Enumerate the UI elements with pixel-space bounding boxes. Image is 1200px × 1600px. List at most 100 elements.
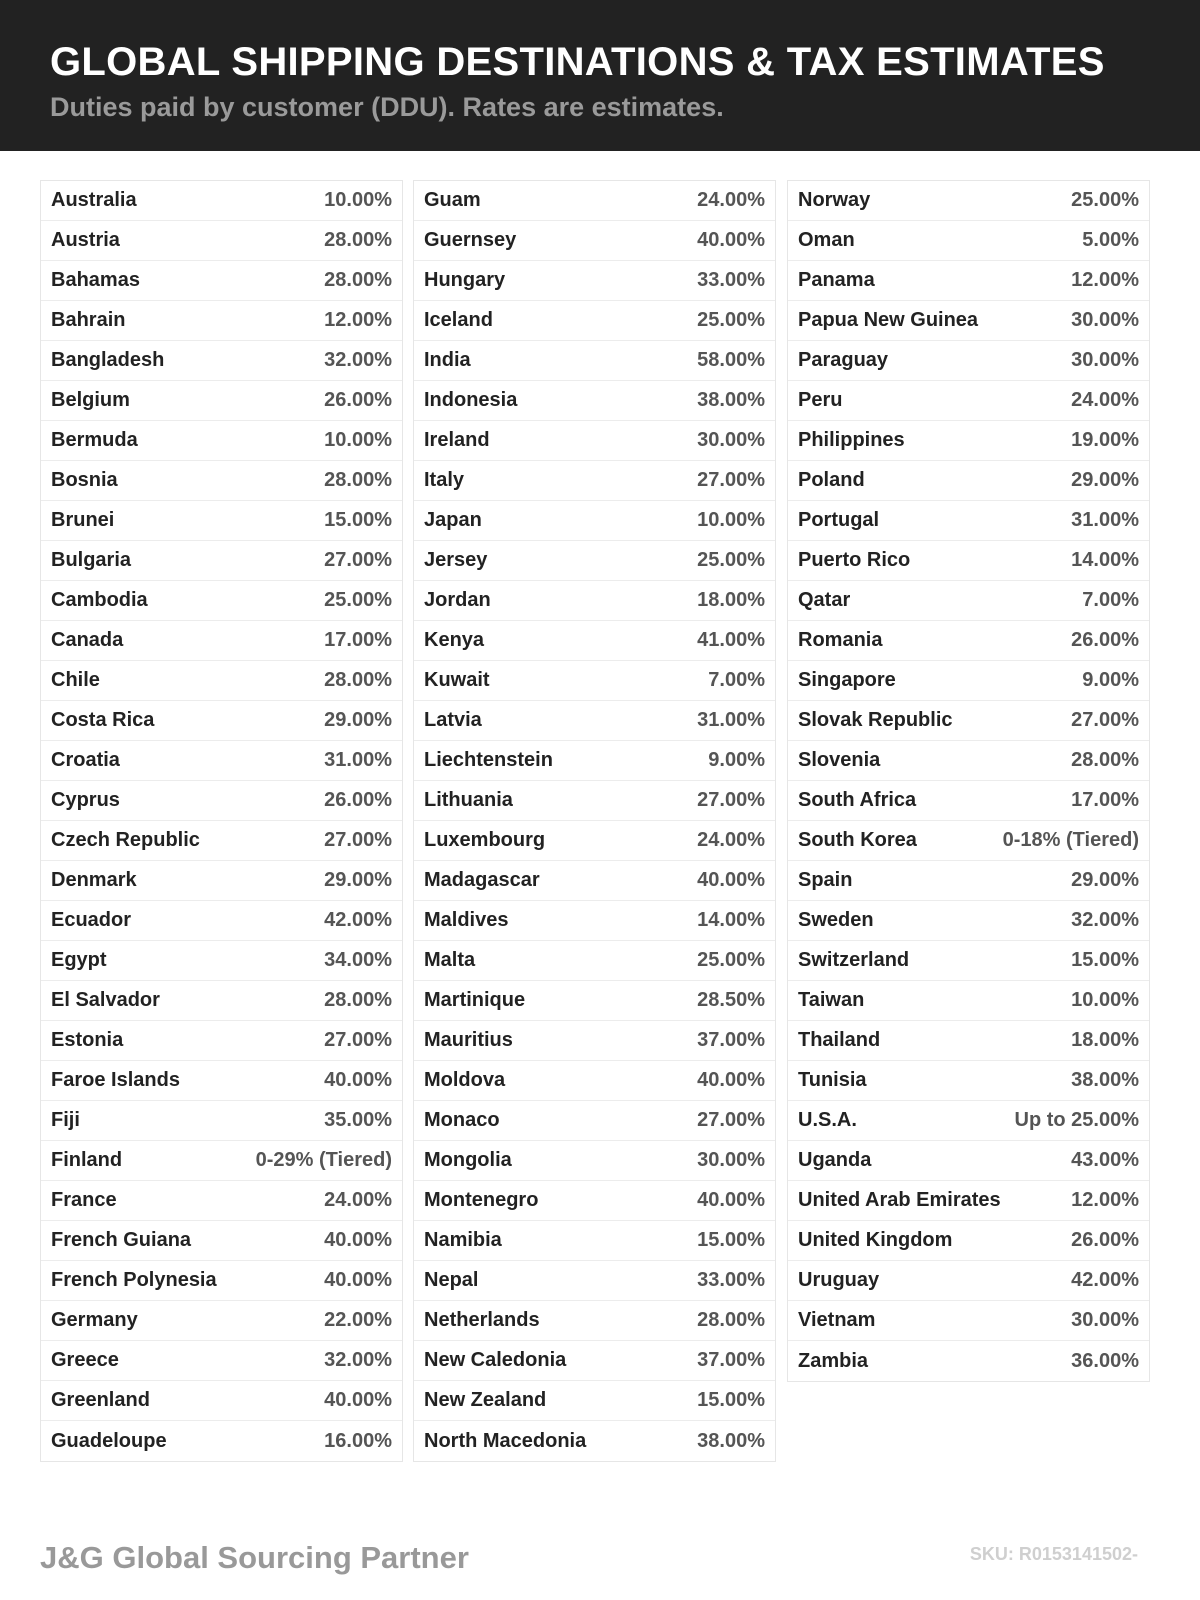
table-row: French Polynesia 40.00% <box>41 1261 402 1301</box>
tax-rate: 30.00% <box>1071 349 1139 371</box>
tax-rate: 17.00% <box>1071 789 1139 811</box>
table-row: Guadeloupe 16.00% <box>41 1421 402 1461</box>
tax-rate: 32.00% <box>324 349 392 371</box>
table-row: Jordan 18.00% <box>414 581 775 621</box>
table-row: South Africa 17.00% <box>788 781 1149 821</box>
table-row: New Zealand 15.00% <box>414 1381 775 1421</box>
country-name: Qatar <box>798 589 851 611</box>
country-name: Slovenia <box>798 749 881 771</box>
country-name: Costa Rica <box>51 709 155 731</box>
tax-rate: 17.00% <box>324 629 392 651</box>
country-name: Peru <box>798 389 843 411</box>
tax-rate: 5.00% <box>1082 229 1139 251</box>
country-name: Austria <box>51 229 120 251</box>
country-name: Romania <box>798 629 883 651</box>
tax-rate: 28.00% <box>324 469 392 491</box>
table-row: Puerto Rico 14.00% <box>788 541 1149 581</box>
country-name: Puerto Rico <box>798 549 911 571</box>
country-name: Thailand <box>798 1029 881 1051</box>
table-row: Philippines 19.00% <box>788 421 1149 461</box>
table-row: South Korea 0-18% (Tiered) <box>788 821 1149 861</box>
page-title: GLOBAL SHIPPING DESTINATIONS & TAX ESTIM… <box>50 40 1105 84</box>
tax-rate: 25.00% <box>697 309 765 331</box>
table-row: Greenland 40.00% <box>41 1381 402 1421</box>
country-name: Bahamas <box>51 269 140 291</box>
country-name: South Africa <box>798 789 917 811</box>
tax-rate: 37.00% <box>697 1029 765 1051</box>
country-name: Latvia <box>424 709 482 731</box>
table-row: North Macedonia 38.00% <box>414 1421 775 1461</box>
table-row: Kuwait 7.00% <box>414 661 775 701</box>
table-row: Hungary 33.00% <box>414 261 775 301</box>
table-row: Cyprus 26.00% <box>41 781 402 821</box>
tax-rate: 32.00% <box>324 1349 392 1371</box>
tax-rate: 35.00% <box>324 1109 392 1131</box>
table-row: Belgium 26.00% <box>41 381 402 421</box>
table-row: Czech Republic 27.00% <box>41 821 402 861</box>
country-name: Madagascar <box>424 869 540 891</box>
sku-label: SKU: R0153141502- <box>969 1544 1138 1564</box>
page-subtitle: Duties paid by customer (DDU). Rates are… <box>50 92 724 122</box>
tax-rate: 30.00% <box>697 429 765 451</box>
tax-rate: 29.00% <box>324 709 392 731</box>
tax-rate: 28.50% <box>697 989 765 1011</box>
table-row: Kenya 41.00% <box>414 621 775 661</box>
tax-rate: 26.00% <box>324 789 392 811</box>
table-row: Sweden 32.00% <box>788 901 1149 941</box>
table-row: Denmark 29.00% <box>41 861 402 901</box>
table-row: El Salvador 28.00% <box>41 981 402 1021</box>
table-row: Bahamas 28.00% <box>41 261 402 301</box>
tax-rate: 24.00% <box>1071 389 1139 411</box>
tax-rate: 14.00% <box>1071 549 1139 571</box>
tax-rate: 10.00% <box>697 509 765 531</box>
table-row: Peru 24.00% <box>788 381 1149 421</box>
country-name: Taiwan <box>798 989 865 1011</box>
tax-rate: 16.00% <box>324 1429 392 1452</box>
tax-rate: 25.00% <box>697 949 765 971</box>
country-name: Lithuania <box>424 789 513 811</box>
country-name: France <box>51 1189 117 1211</box>
tax-rate: 40.00% <box>324 1229 392 1251</box>
tax-rate: 40.00% <box>324 1269 392 1291</box>
tax-rate: 31.00% <box>324 749 392 771</box>
tax-rate: 25.00% <box>1071 189 1139 211</box>
country-name: Kenya <box>424 629 485 651</box>
country-name: Cyprus <box>51 789 120 811</box>
table-row: Bulgaria 27.00% <box>41 541 402 581</box>
country-name: Papua New Guinea <box>798 309 979 331</box>
tax-rate: 27.00% <box>697 1109 765 1131</box>
table-row: Ireland 30.00% <box>414 421 775 461</box>
tax-rate: 22.00% <box>324 1309 392 1331</box>
rate-table-column-3: Norway 25.00% Oman 5.00% Panama 12.00% Papua N… <box>787 180 1150 1382</box>
tax-rate: 33.00% <box>697 269 765 291</box>
table-row: Papua New Guinea 30.00% <box>788 301 1149 341</box>
country-name: Philippines <box>798 429 905 451</box>
country-name: El Salvador <box>51 989 160 1011</box>
table-row: Bosnia 28.00% <box>41 461 402 501</box>
table-row: United Arab Emirates 12.00% <box>788 1181 1149 1221</box>
tax-rate: 27.00% <box>324 1029 392 1051</box>
table-row: Bahrain 12.00% <box>41 301 402 341</box>
country-name: United Arab Emirates <box>798 1189 1001 1211</box>
tax-rate: 7.00% <box>708 669 765 691</box>
country-name: Indonesia <box>424 389 518 411</box>
table-row: Cambodia 25.00% <box>41 581 402 621</box>
tax-rate: 32.00% <box>1071 909 1139 931</box>
table-row: Malta 25.00% <box>414 941 775 981</box>
table-row: U.S.A. Up to 25.00% <box>788 1101 1149 1141</box>
table-row: Luxembourg 24.00% <box>414 821 775 861</box>
tax-rate: 25.00% <box>697 549 765 571</box>
table-row: Madagascar 40.00% <box>414 861 775 901</box>
table-row: Moldova 40.00% <box>414 1061 775 1101</box>
tax-rate: Up to 25.00% <box>1014 1109 1139 1131</box>
table-row: Tunisia 38.00% <box>788 1061 1149 1101</box>
table-row: Oman 5.00% <box>788 221 1149 261</box>
table-row: Indonesia 38.00% <box>414 381 775 421</box>
country-name: India <box>424 349 471 371</box>
country-name: Spain <box>798 869 853 891</box>
table-row: Italy 27.00% <box>414 461 775 501</box>
country-name: Chile <box>51 669 100 691</box>
country-name: Nepal <box>424 1269 479 1291</box>
table-row: Uganda 43.00% <box>788 1141 1149 1181</box>
country-name: Martinique <box>424 989 526 1011</box>
